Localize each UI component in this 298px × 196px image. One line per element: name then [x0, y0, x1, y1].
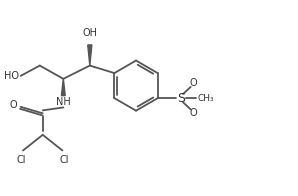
Text: O: O: [189, 78, 197, 88]
Text: HO: HO: [4, 71, 19, 81]
Polygon shape: [61, 79, 65, 96]
Text: Cl: Cl: [60, 155, 69, 165]
Text: OH: OH: [82, 28, 97, 38]
Text: O: O: [10, 100, 17, 110]
Text: Cl: Cl: [16, 155, 26, 165]
Polygon shape: [88, 45, 92, 66]
Text: O: O: [189, 108, 197, 118]
Text: CH₃: CH₃: [197, 94, 214, 103]
Text: S: S: [177, 92, 185, 105]
Text: NH: NH: [56, 97, 71, 107]
